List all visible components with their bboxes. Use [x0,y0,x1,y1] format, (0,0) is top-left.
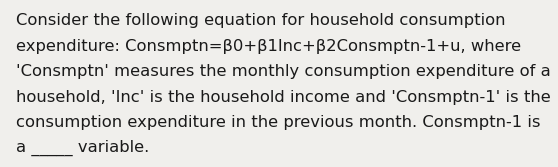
Text: 'Consmptn' measures the monthly consumption expenditure of a: 'Consmptn' measures the monthly consumpt… [16,64,550,79]
Text: Consider the following equation for household consumption: Consider the following equation for hous… [16,13,505,28]
Text: household, 'Inc' is the household income and 'Consmptn-1' is the: household, 'Inc' is the household income… [16,90,550,105]
Text: consumption expenditure in the previous month. Consmptn-1 is: consumption expenditure in the previous … [16,115,540,130]
Text: a _____ variable.: a _____ variable. [16,140,149,156]
Text: expenditure: Consmptn=β0+β1Inc+β2Consmptn-1+u, where: expenditure: Consmptn=β0+β1Inc+β2Consmpt… [16,39,521,54]
